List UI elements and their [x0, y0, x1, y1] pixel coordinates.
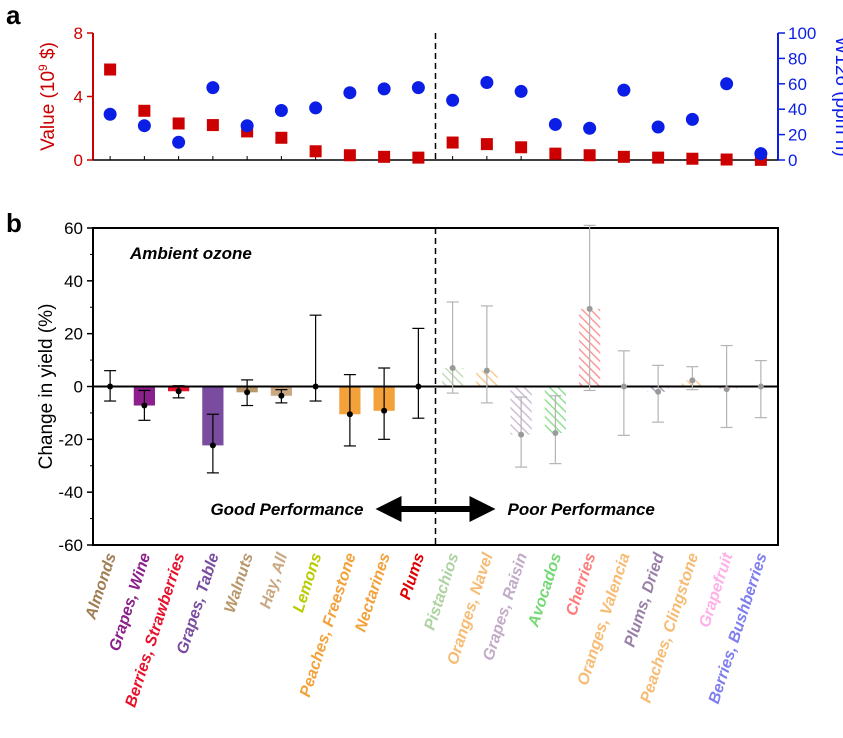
mean-point	[415, 383, 422, 390]
right-y-axis-label: W126 (ppm h)	[831, 36, 843, 156]
w126-point	[720, 77, 734, 91]
mean-point	[483, 367, 490, 374]
mean-point	[312, 383, 319, 390]
mean-point	[278, 392, 285, 399]
left-y-axis-label: Value (109 $)	[36, 42, 59, 151]
y-tick-label-b: 60	[64, 219, 83, 238]
value-point	[206, 119, 219, 132]
mean-point	[381, 407, 388, 414]
good-performance-label: Good Performance	[210, 500, 363, 519]
value-point	[446, 136, 459, 149]
y-tick-label-b: -60	[58, 536, 83, 555]
mean-point	[586, 305, 593, 312]
y-tick-label-b: -20	[58, 430, 83, 449]
left-y-tick-label: 8	[74, 24, 83, 43]
w126-point	[343, 86, 357, 100]
category-label: Avocados	[525, 551, 565, 630]
category-label: Hay, All	[257, 550, 291, 610]
value-point	[549, 147, 562, 160]
category-label: Nectarines	[352, 551, 393, 634]
value-point	[480, 138, 493, 151]
panel-a-letter: a	[6, 0, 21, 30]
mean-point	[552, 429, 559, 436]
mean-point	[449, 365, 456, 372]
category-label: Cherries	[563, 551, 599, 618]
y-tick-label-b: 0	[74, 378, 83, 397]
w126-point	[514, 84, 528, 98]
w126-point	[754, 147, 768, 161]
y-tick-label-b: 40	[64, 272, 83, 291]
y-axis-label-b: Change in yield (%)	[36, 304, 57, 470]
mean-point	[141, 402, 148, 409]
panel-b-letter: b	[6, 208, 22, 238]
performance-arrow-left-head	[375, 496, 402, 522]
w126-point	[172, 135, 186, 149]
value-point	[275, 131, 288, 144]
mean-point	[209, 442, 216, 449]
performance-arrow-right-head	[469, 496, 496, 522]
poor-performance-label: Poor Performance	[508, 500, 655, 519]
w126-point	[548, 117, 562, 131]
w126-point	[617, 83, 631, 97]
value-point	[686, 152, 699, 165]
category-label: Grapefruit	[696, 550, 736, 629]
right-y-tick-label: 60	[788, 75, 807, 94]
y-tick-label-b: 20	[64, 325, 83, 344]
value-point	[172, 117, 185, 130]
mean-point	[107, 383, 114, 390]
value-point	[104, 63, 117, 76]
mean-point	[620, 383, 627, 390]
w126-point	[685, 112, 699, 126]
category-label: Walnuts	[222, 551, 257, 615]
value-point	[720, 153, 733, 166]
w126-point	[240, 119, 254, 133]
category-label: Almonds	[82, 551, 120, 622]
right-y-tick-label: 100	[788, 24, 816, 43]
w126-point	[480, 76, 494, 90]
value-point	[617, 150, 630, 163]
right-y-tick-label: 20	[788, 126, 807, 145]
mean-point	[723, 386, 730, 393]
mean-point	[244, 389, 251, 396]
value-point	[412, 151, 425, 164]
category-label: Lemons	[290, 551, 325, 615]
mean-point	[175, 388, 182, 395]
value-point	[583, 149, 596, 162]
value-point	[378, 150, 391, 163]
left-y-tick-label: 4	[74, 88, 83, 107]
w126-point	[446, 93, 460, 107]
w126-point	[651, 120, 665, 134]
w126-point	[309, 101, 323, 115]
value-point	[309, 145, 322, 158]
mean-point	[689, 377, 696, 384]
mean-point	[757, 383, 764, 390]
panel-a-chart: 0 4 8 Value (109 $) 0 20 40 60 80 100 W126 (ppm h)	[36, 24, 843, 170]
w126-point	[206, 81, 220, 95]
right-y-tick-label: 40	[788, 100, 807, 119]
w126-point	[274, 103, 288, 117]
chart-title-b: Ambient ozone	[129, 244, 252, 263]
category-label: Plums	[397, 551, 428, 602]
right-y-tick-label: 0	[788, 151, 797, 170]
panel-b-chart: -60 -40 -20 0 20 40 60 Change in yield (%) Ambie…	[36, 219, 779, 709]
y-tick-label-b: -40	[58, 483, 83, 502]
value-point	[138, 104, 151, 117]
value-point	[343, 149, 356, 162]
w126-point	[583, 121, 597, 135]
value-point	[652, 151, 665, 164]
mean-point	[655, 388, 662, 395]
w126-point	[411, 81, 425, 95]
category-label: Pistachios	[422, 551, 463, 632]
right-y-tick-label: 80	[788, 49, 807, 68]
value-point	[515, 141, 528, 154]
w126-point	[377, 82, 391, 96]
mean-point	[346, 411, 353, 418]
w126-point	[137, 119, 151, 133]
mean-point	[518, 431, 525, 438]
w126-point	[103, 107, 117, 121]
left-y-tick-label: 0	[74, 151, 83, 170]
